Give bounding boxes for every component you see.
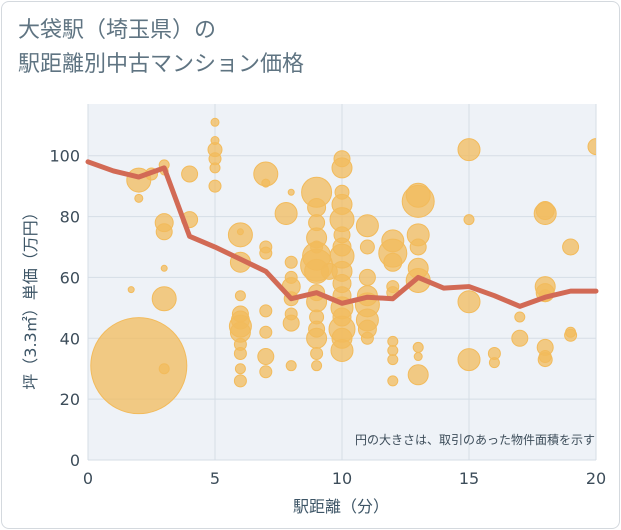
bubble-point: [387, 335, 399, 347]
chart-title: 大袋駅（埼玉県）の 駅距離別中古マンション価格: [18, 14, 304, 82]
y-tick-label: 20: [60, 390, 80, 409]
x-tick-label: 0: [83, 469, 93, 488]
bubble-point: [401, 184, 435, 218]
chart-title-line-2: 駅距離別中古マンション価格: [18, 52, 305, 77]
bubble-point: [209, 162, 221, 174]
bubble-point: [412, 341, 424, 353]
bubble-point: [282, 314, 300, 332]
bubble-point: [234, 363, 246, 375]
bubble-point: [565, 326, 577, 338]
bubble-point: [537, 352, 553, 368]
bubble-point: [387, 354, 399, 366]
bubble-point: [306, 327, 328, 349]
bubble-point: [488, 357, 500, 369]
bubble-point: [457, 290, 481, 314]
bubble-point: [210, 117, 220, 127]
y-tick-label: 40: [60, 329, 80, 348]
y-axis-title: 坪（3.3㎡）単価（万円）: [21, 204, 40, 389]
x-tick-label: 10: [332, 469, 352, 488]
bubble-point: [233, 374, 247, 388]
bubble-point: [259, 365, 273, 379]
bubble-point: [261, 178, 271, 188]
bubble-point: [407, 364, 429, 386]
bubble-point: [463, 214, 475, 226]
bubble-point: [236, 228, 244, 236]
bubble-point: [383, 252, 403, 272]
bubble-point: [233, 347, 247, 361]
bubble-point: [587, 138, 596, 156]
x-tick-label: 15: [459, 469, 479, 488]
bubble-point: [208, 179, 222, 193]
bubble-point: [387, 375, 399, 387]
bubble-point: [155, 223, 173, 241]
bubble-point: [259, 325, 273, 339]
bubble-point: [134, 193, 144, 203]
bubble-point: [413, 352, 423, 362]
bubble-point: [355, 214, 379, 238]
bubble-point: [274, 202, 298, 226]
bubble-size-note: 円の大きさは、取引のあった物件面積を示す: [355, 432, 595, 447]
bubble-point: [90, 317, 188, 415]
bubble-point: [310, 347, 324, 361]
bubble-point: [285, 360, 297, 372]
bubble-point: [514, 311, 526, 323]
bubble-point: [311, 360, 323, 372]
x-tick-label: 20: [586, 469, 606, 488]
bubble-point: [562, 238, 580, 256]
bubble-point: [359, 239, 375, 255]
y-tick-label: 100: [49, 147, 80, 166]
bubble-point: [331, 157, 353, 179]
bubble-point: [127, 286, 135, 294]
bubble-point: [387, 344, 399, 356]
x-axis-title: 駅距離（分）: [293, 497, 389, 516]
bubble-point: [284, 255, 298, 269]
bubble-point: [358, 268, 376, 286]
x-tick-label: 5: [210, 469, 220, 488]
bubble-point: [257, 348, 275, 366]
x-tick-labels: 0 5 10 15 20: [83, 469, 606, 488]
y-tick-label: 0: [70, 451, 80, 470]
bubble-point: [259, 304, 273, 318]
y-tick-label: 60: [60, 268, 80, 287]
bubble-point: [409, 238, 427, 256]
bubble-point: [158, 363, 170, 375]
bubble-point: [330, 338, 354, 362]
bubble-point: [259, 246, 273, 260]
trend-line: [85, 159, 599, 309]
bubble-point: [457, 348, 481, 372]
bubble-point: [151, 286, 177, 312]
bubble-point: [234, 290, 246, 302]
bubble-point: [160, 264, 168, 272]
bubble-point: [360, 331, 374, 345]
y-tick-label: 80: [60, 208, 80, 227]
bubble-point: [287, 188, 295, 196]
chart-title-line-1: 大袋駅（埼玉県）の: [18, 18, 217, 43]
y-tick-labels: 0 20 40 60 80 100: [49, 147, 80, 470]
bubble-point: [457, 138, 481, 162]
bubble-point: [181, 165, 199, 183]
bubble-point: [307, 197, 327, 217]
bubble-point: [511, 329, 529, 347]
bubble-point: [533, 202, 557, 226]
